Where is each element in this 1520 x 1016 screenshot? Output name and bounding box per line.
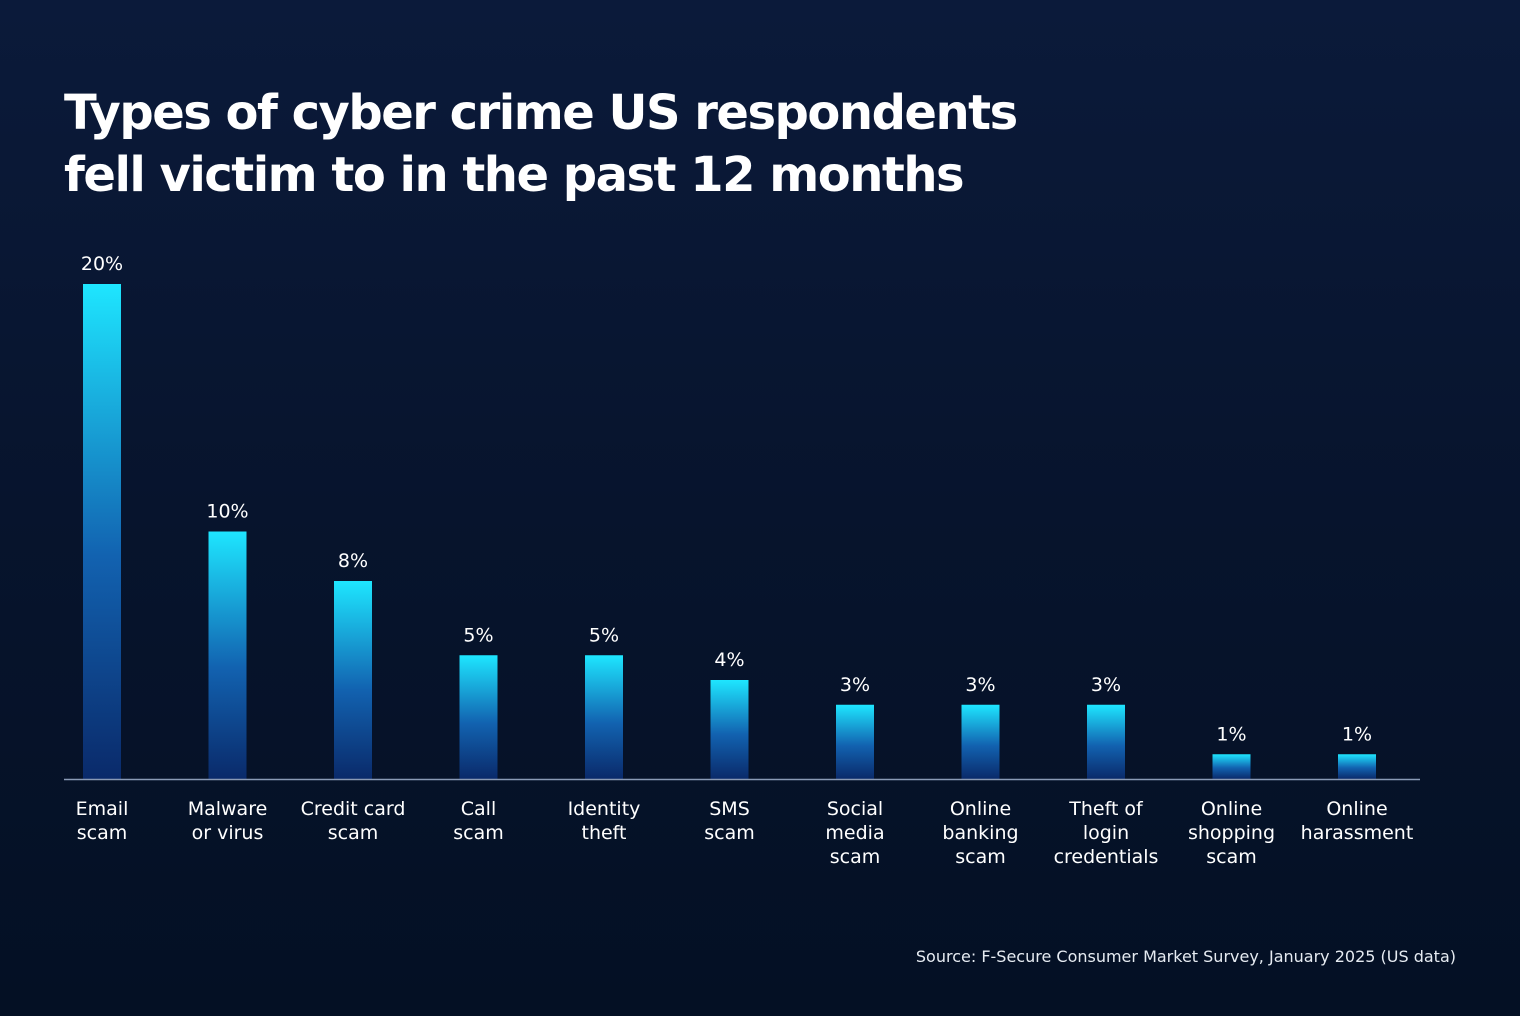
category-label-5: SMS scam xyxy=(704,798,755,844)
title-line-1: Types of cyber crime US respondents xyxy=(64,85,1018,141)
bar-1 xyxy=(208,531,247,779)
data-label-9: 1% xyxy=(1216,723,1246,745)
data-label-5: 4% xyxy=(714,649,744,671)
title-line-2: fell victim to in the past 12 months xyxy=(64,147,965,203)
data-label-7: 3% xyxy=(965,674,995,696)
data-label-1: 10% xyxy=(206,501,248,523)
data-label-6: 3% xyxy=(840,674,870,696)
category-label-3: Call scam xyxy=(453,798,504,844)
data-label-4: 5% xyxy=(589,624,619,646)
data-label-8: 3% xyxy=(1091,674,1121,696)
category-label-6: Social media scam xyxy=(825,798,884,868)
bar-10 xyxy=(1338,754,1376,779)
category-label-2: Credit card scam xyxy=(301,798,406,844)
source-note: Source: F-Secure Consumer Market Survey,… xyxy=(915,947,1456,966)
category-label-7: Online banking scam xyxy=(942,798,1018,868)
bar-0 xyxy=(83,284,121,779)
bar-8 xyxy=(1087,704,1125,779)
bar-9 xyxy=(1212,754,1251,779)
bar-7 xyxy=(961,704,1000,779)
data-label-0: 20% xyxy=(81,253,123,275)
bar-5 xyxy=(710,680,749,779)
category-label-8: Theft of login credentials xyxy=(1054,798,1159,868)
category-label-1: Malware or virus xyxy=(188,798,268,844)
category-label-10: Online harassment xyxy=(1301,798,1414,844)
bar-4 xyxy=(585,655,623,779)
bar-6 xyxy=(836,704,874,779)
bar-2 xyxy=(334,581,372,779)
data-label-2: 8% xyxy=(338,550,368,572)
chart-title: Types of cyber crime US respondents fell… xyxy=(64,82,1018,206)
category-label-4: Identity theft xyxy=(568,798,641,844)
data-label-3: 5% xyxy=(463,624,493,646)
bar-3 xyxy=(459,655,498,779)
category-label-9: Online shopping scam xyxy=(1188,798,1275,868)
data-label-10: 1% xyxy=(1342,723,1372,745)
category-label-0: Email scam xyxy=(76,798,129,844)
